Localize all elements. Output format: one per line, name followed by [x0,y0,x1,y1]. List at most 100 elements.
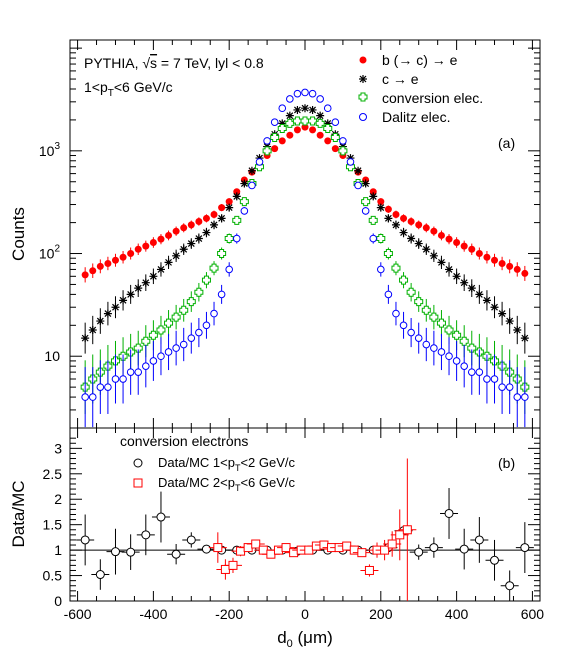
legend-marker-conversion [358,92,368,102]
data-point [293,126,301,134]
data-point [210,309,218,318]
data-point [407,328,415,337]
data-point [141,278,150,287]
ratio-point [281,543,291,553]
b-y-tick-label: 3 [54,440,62,456]
data-point [521,269,529,277]
data-point [262,146,272,156]
data-point [505,317,514,326]
data-point [452,330,462,340]
data-point [323,119,332,128]
data-point [255,154,264,163]
data-point [331,145,339,153]
ratio-point [95,570,105,580]
data-point [330,132,340,142]
data-point [452,357,461,365]
data-point [301,88,309,97]
b-y-tick-label: 0.5 [43,568,63,584]
ratio-point [380,545,390,555]
ratio-point [141,530,151,540]
ratio-point [311,541,321,551]
data-point [513,326,522,335]
data-point [224,234,234,244]
data-point [81,271,89,279]
legend-b: Data/MC 1<pT<2 GeV/c Data/MC 2<pT<6 GeV/… [133,455,296,493]
data-point [361,197,371,207]
data-point [369,192,378,201]
data-point [217,290,226,299]
legend-marker-high-pt [133,478,143,488]
panel-a-label: (a) [498,135,515,151]
ratio-point [236,546,246,556]
data-point [346,158,355,166]
data-point [278,137,286,145]
data-point [521,393,529,401]
ratio-point [156,512,166,522]
data-point [111,375,120,383]
data-point [346,154,355,163]
data-point [429,312,439,322]
data-point [96,262,104,270]
series-0 [81,123,529,283]
data-point [225,198,233,206]
panel-b: 0 0.5 1 1.5 2 2.5 3 -600 -400 -200 0 200 400 600 Dat… [9,427,545,650]
data-point [293,89,302,98]
data-point [483,253,491,261]
data-point [460,362,468,370]
data-point [134,245,142,253]
data-point [407,218,415,226]
ratio-series-0 [76,488,534,601]
data-point [134,284,143,293]
ratio-point [258,545,268,555]
ratio-point [402,525,412,535]
data-point [406,287,416,297]
data-point [210,210,218,218]
data-point [422,224,430,232]
data-point [240,207,249,215]
data-point [194,234,203,243]
panel-a: 10 102 103 Counts (a) PYTHIA, √s = 7 TeV, … [9,39,541,429]
ratio-point [126,547,136,557]
ratio-point [243,543,253,553]
data-point [436,318,446,328]
legend-marker-dalitz [359,113,367,121]
data-point [126,290,135,299]
ratio-point [220,564,230,574]
data-point [445,235,453,243]
data-point [149,357,158,365]
data-point [513,265,521,273]
b-x-tick-label: 600 [521,606,545,622]
b-x-tick-label: 400 [445,606,469,622]
b-y-tick-label: 2 [54,491,62,507]
data-point [430,344,438,352]
data-point [187,334,196,342]
legend-a: b (→ c) → e c → e conversion elec. Dalit… [358,52,483,125]
data-point [156,325,166,335]
data-point [278,104,287,113]
data-point [172,227,180,235]
data-point [232,215,242,225]
data-point [437,258,446,267]
legend-label-dalitz: Dalitz elec. [382,109,450,125]
ratio-point [342,541,352,551]
data-point [422,340,431,349]
data-point [293,105,302,114]
data-point [324,137,332,145]
data-point [384,290,393,299]
data-point [232,234,241,243]
data-point [248,181,256,190]
data-point [179,340,188,349]
data-point [255,158,264,166]
ratio-point [520,543,530,553]
data-point [278,119,287,128]
data-point [195,328,203,337]
a-y-tick-label: 103 [39,141,61,159]
ratio-series-1 [208,458,417,601]
data-point [482,296,491,305]
panel-b-series [76,458,534,601]
data-point [377,265,385,274]
data-point [157,235,165,243]
data-point [171,312,181,322]
data-point [156,265,165,274]
data-point [96,317,105,326]
